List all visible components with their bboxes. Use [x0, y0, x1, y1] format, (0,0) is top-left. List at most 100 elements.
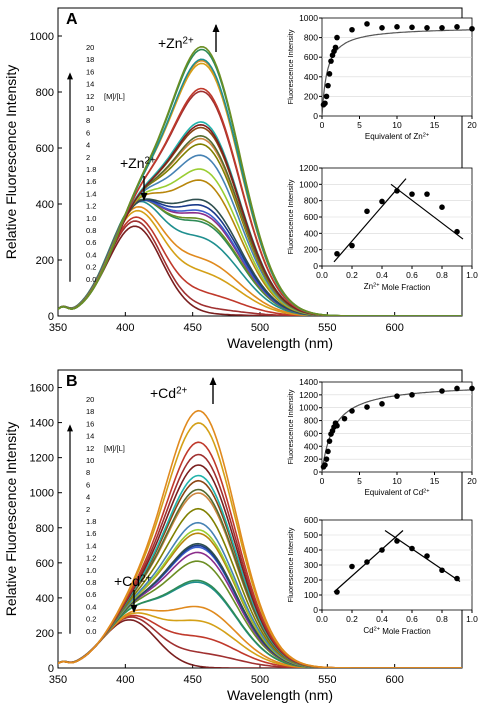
- ratio-value: 10: [86, 456, 94, 465]
- y-axis-label: Relative Fluorescence Intensity: [3, 65, 19, 260]
- ratio-value: 1.2: [86, 554, 96, 563]
- ratio-value: 4: [86, 141, 90, 150]
- ratio-value: 2: [86, 153, 90, 162]
- data-point: [394, 188, 400, 194]
- x-tick-label: 0.6: [406, 614, 418, 624]
- x-tick-label: 0.0: [316, 270, 328, 280]
- y-tick-label: 200: [36, 255, 54, 267]
- down-arrow-head: [140, 193, 148, 201]
- y-tick-label: 0: [313, 467, 318, 477]
- x-axis-label: Wavelength (nm): [227, 687, 333, 703]
- data-point: [379, 25, 385, 31]
- y-tick-label: 100: [304, 590, 318, 600]
- x-tick-label: 10: [392, 120, 402, 130]
- x-tick-label: 0: [320, 476, 325, 486]
- x-tick-label: 400: [116, 674, 134, 686]
- y-tick-label: 800: [304, 33, 318, 43]
- x-tick-label: 450: [183, 322, 201, 334]
- ratio-value: 16: [86, 67, 94, 76]
- ratio-value: 0.6: [86, 590, 96, 599]
- x-tick-label: 0.4: [376, 614, 388, 624]
- y-tick-label: 500: [304, 530, 318, 540]
- x-tick-label: 0.6: [406, 270, 418, 280]
- ratio-value: 20: [86, 395, 94, 404]
- data-point: [394, 24, 400, 30]
- spectrum-line: [58, 612, 462, 668]
- ratio-value: 16: [86, 419, 94, 428]
- spectrum-line: [58, 220, 462, 316]
- spectrum-line: [58, 507, 462, 668]
- spectrum-line: [58, 614, 462, 668]
- y-tick-label: 600: [304, 212, 318, 222]
- y-tick-label: 200: [36, 628, 54, 640]
- data-point: [364, 559, 370, 565]
- y-tick-label: 400: [36, 593, 54, 605]
- x-tick-label: 0: [320, 120, 325, 130]
- data-point: [439, 204, 445, 210]
- data-point: [323, 93, 330, 100]
- data-point: [322, 462, 328, 468]
- data-point: [394, 393, 400, 399]
- x-axis-label: Wavelength (nm): [227, 335, 333, 351]
- y-tick-label: 0: [48, 311, 54, 323]
- ratio-value: 8: [86, 116, 90, 125]
- spectrum-line: [58, 216, 462, 316]
- annotation-short: +Zn2+: [120, 155, 156, 171]
- data-point: [349, 563, 355, 570]
- ratio-value: 0.8: [86, 226, 96, 235]
- fit-line: [390, 183, 464, 240]
- x-tick-label: 0.2: [346, 614, 358, 624]
- spectrum-line: [58, 123, 462, 316]
- x-tick-label: 350: [49, 322, 67, 334]
- data-point: [332, 44, 339, 51]
- data-point: [364, 21, 370, 27]
- ratio-value: 0.0: [86, 275, 96, 284]
- data-point: [379, 547, 385, 553]
- ratio-value: 0.4: [86, 602, 96, 611]
- y-tick-label: 400: [304, 441, 318, 451]
- y-tick-label: 1600: [30, 383, 54, 395]
- y-tick-label: 800: [304, 416, 318, 426]
- y-tick-label: 200: [304, 245, 318, 255]
- x-tick-label: 0.8: [436, 614, 448, 624]
- data-point: [334, 250, 340, 257]
- x-tick-label: 600: [385, 674, 403, 686]
- data-point: [322, 100, 328, 107]
- data-point: [326, 71, 333, 77]
- data-point: [334, 422, 340, 429]
- inset-x-label: Zn2+ Mole Fraction: [364, 282, 430, 292]
- y-tick-label: 1200: [299, 163, 318, 173]
- ratio-value: 1.8: [86, 517, 96, 526]
- ratio-value: 12: [86, 444, 94, 453]
- data-point: [439, 388, 445, 394]
- y-tick-label: 1400: [299, 377, 318, 387]
- inset-y-label: Fluorescence Intensity: [286, 29, 295, 104]
- fit-line: [333, 178, 407, 263]
- data-point: [409, 191, 415, 197]
- y-tick-label: 600: [36, 558, 54, 570]
- data-point: [409, 24, 415, 31]
- y-tick-label: 600: [304, 428, 318, 438]
- ratio-value: 8: [86, 468, 90, 477]
- y-tick-label: 1000: [299, 13, 318, 23]
- ratio-value: 4: [86, 493, 90, 502]
- data-point: [409, 545, 415, 552]
- ratio-value: 6: [86, 480, 90, 489]
- spectra: [58, 45, 462, 316]
- up-arrow-head: [212, 24, 220, 32]
- ratio-value: 10: [86, 104, 94, 113]
- ratio-value: 1.4: [86, 189, 96, 198]
- ratio-label: [M]/[L]: [104, 444, 125, 453]
- ratio-value: 1.0: [86, 566, 96, 575]
- y-tick-label: 0: [48, 663, 54, 675]
- data-point: [424, 553, 430, 559]
- spectrum-line: [58, 579, 462, 668]
- ratio-value: 2: [86, 505, 90, 514]
- x-tick-label: 0.8: [436, 270, 448, 280]
- inset-A_inset_job: 0 200 400 600 800 1000 1200 0.0 0.2 0.4 0.6 0.8 1.0 Z…: [286, 163, 478, 292]
- ratio-value: 14: [86, 432, 94, 441]
- y-tick-label: 400: [36, 199, 54, 211]
- spectrum-line: [58, 409, 462, 668]
